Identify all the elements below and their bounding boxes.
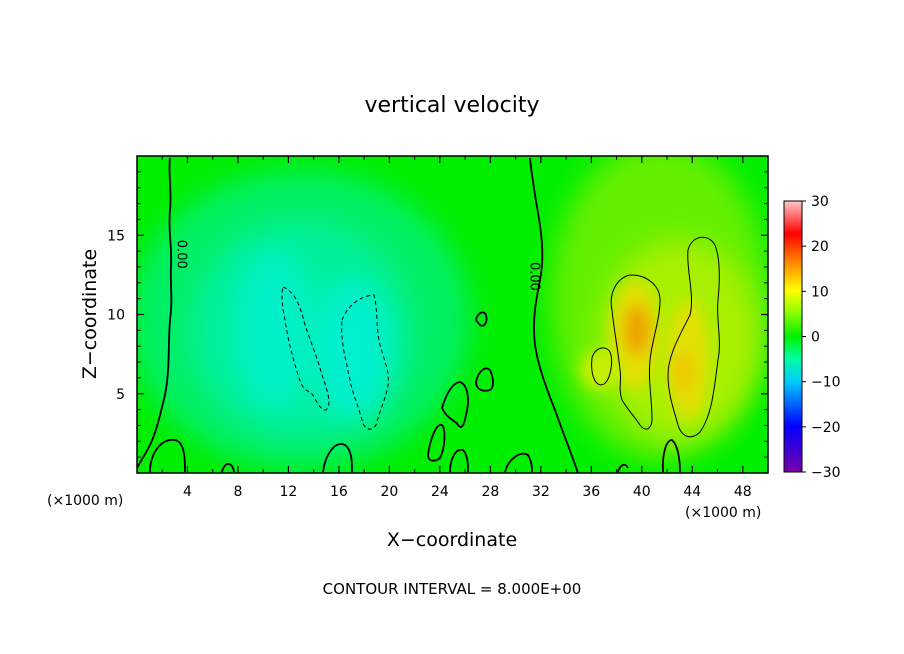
contour-label: 0.00 [173, 240, 188, 269]
y-tick-label: 5 [116, 387, 125, 403]
x-unit-left: (×1000 m) [47, 493, 123, 509]
y-axis-label: Z−coordinate [79, 249, 101, 379]
x-tick-label: 28 [481, 484, 499, 500]
x-tick-label: 20 [380, 484, 398, 500]
colorbar-tick-label: 30 [811, 194, 829, 210]
x-unit-right: (×1000 m) [685, 505, 761, 521]
x-tick-label: 32 [532, 484, 550, 500]
contour-labels: 0.00 0.00 [173, 240, 542, 291]
x-tick-label: 4 [183, 484, 192, 500]
contour-label: 0.00 [527, 262, 542, 291]
x-tick-label: 48 [734, 484, 752, 500]
x-axis-label: X−coordinate [387, 529, 517, 551]
x-tick-label: 12 [280, 484, 298, 500]
y-axis: 5 10 15 [107, 171, 768, 458]
colorbar-tick-label: 10 [811, 284, 829, 300]
colorbar-tick-label: −10 [811, 375, 841, 391]
x-tick-label: 24 [431, 484, 449, 500]
contour-interval-note: CONTOUR INTERVAL = 8.000E+00 [323, 580, 582, 598]
colorbar-tick-label: −30 [811, 465, 841, 481]
y-tick-label: 10 [107, 308, 125, 324]
positive-contours [591, 236, 720, 438]
x-tick-label: 8 [233, 484, 242, 500]
heatmap-field [137, 156, 768, 473]
x-tick-label: 44 [683, 484, 701, 500]
x-axis: 4 8 12 16 20 24 28 32 36 40 44 48 [161, 156, 752, 500]
colorbar-ticks: 30 20 10 0 −10 −20 −30 [802, 194, 841, 481]
x-tick-label: 40 [633, 484, 651, 500]
colorbar [783, 200, 803, 473]
x-tick-label: 16 [330, 484, 348, 500]
colorbar-tick-label: −20 [811, 420, 841, 436]
negative-contours [281, 286, 389, 430]
colorbar-tick-label: 20 [811, 239, 829, 255]
colorbar-tick-label: 0 [811, 330, 820, 346]
zero-contours [137, 157, 681, 473]
y-tick-label: 15 [107, 228, 125, 244]
x-tick-label: 36 [582, 484, 600, 500]
chart-title: vertical velocity [364, 93, 539, 118]
